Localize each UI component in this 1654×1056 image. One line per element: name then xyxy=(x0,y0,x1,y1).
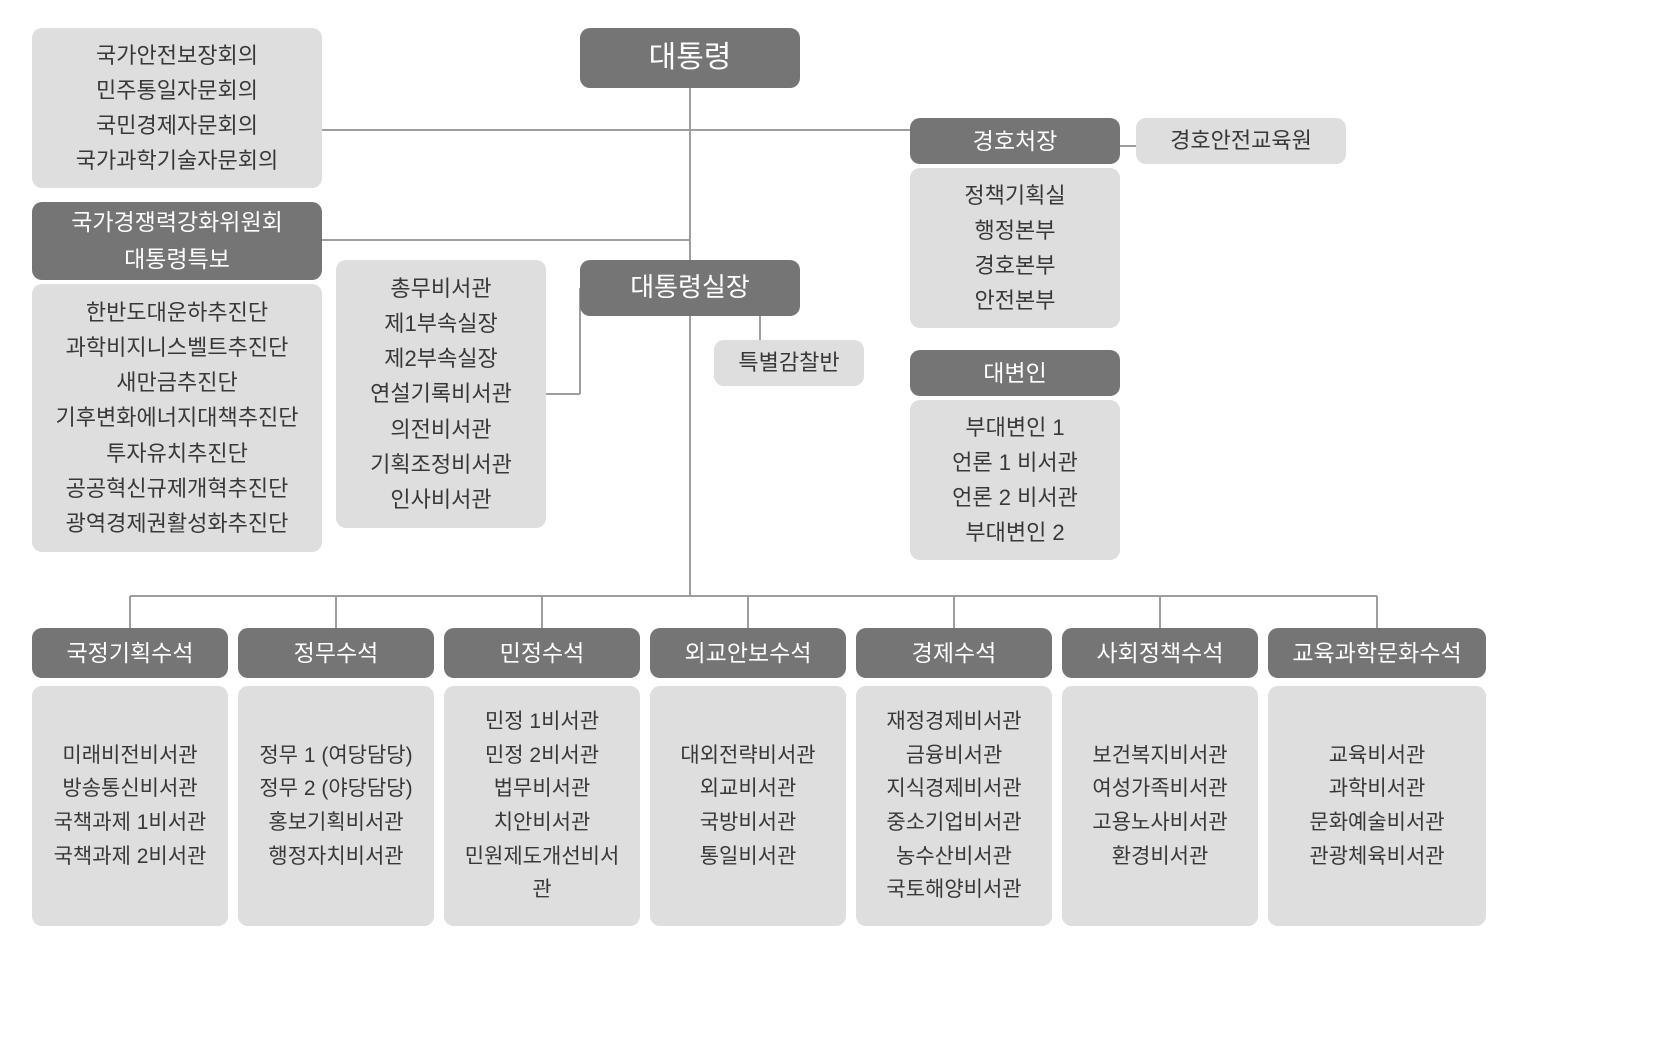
bottom-col-title: 교육과학문화수석 xyxy=(1268,628,1486,678)
list-item: 투자유치추진단 xyxy=(106,436,248,471)
list-item: 민원제도개선비서관 xyxy=(458,840,626,907)
list-item: 행정자치비서관 xyxy=(268,840,403,874)
list-item: 방송통신비서관 xyxy=(62,772,197,806)
bottom-col-title: 정무수석 xyxy=(238,628,434,678)
list-item: 새만금추진단 xyxy=(116,365,237,400)
root-label: 대통령 xyxy=(649,34,732,82)
bottom-col-list: 보건복지비서관여성가족비서관고용노사비서관환경비서관 xyxy=(1062,686,1258,926)
bottom-col-title: 민정수석 xyxy=(444,628,640,678)
list-item: 고용노사비서관 xyxy=(1092,806,1227,840)
list-item: 교육비서관 xyxy=(1329,739,1426,773)
bottom-col-list: 미래비전비서관방송통신비서관국책과제 1비서관국책과제 2비서관 xyxy=(32,686,228,926)
bottom-col-list: 교육비서관과학비서관문화예술비서관관광체육비서관 xyxy=(1268,686,1486,926)
list-item: 한반도대운하추진단 xyxy=(86,295,268,330)
list-item: 환경비서관 xyxy=(1112,840,1209,874)
bottom-col-title: 사회정책수석 xyxy=(1062,628,1258,678)
list-item: 공공혁신규제개혁추진단 xyxy=(66,471,289,506)
special-inspection-node: 특별감찰반 xyxy=(714,340,864,386)
list-item: 정무 1 (여당담당) xyxy=(259,739,412,773)
list-item: 문화예술비서관 xyxy=(1309,806,1444,840)
list-item: 과학비서관 xyxy=(1329,772,1426,806)
list-item: 치안비서관 xyxy=(494,806,591,840)
bottom-col-title: 외교안보수석 xyxy=(650,628,846,678)
list-item: 국가안전보장회의 xyxy=(96,38,258,73)
list-item: 정무 2 (야당담당) xyxy=(259,772,412,806)
list-item: 국방비서관 xyxy=(700,806,797,840)
spokesperson-title: 대변인 xyxy=(910,350,1120,396)
chief-label: 대통령실장 xyxy=(630,267,750,309)
list-item: 행정본부 xyxy=(975,213,1056,248)
list-item: 경호본부 xyxy=(975,248,1056,283)
list-item: 민정 2비서관 xyxy=(485,739,599,773)
chief-node: 대통령실장 xyxy=(580,260,800,316)
list-item: 언론 2 비서관 xyxy=(952,480,1078,515)
list-item: 농수산비서관 xyxy=(896,840,1012,874)
list-item: 언론 1 비서관 xyxy=(952,445,1078,480)
security-aux-box: 경호안전교육원 xyxy=(1136,118,1346,164)
list-item: 미래비전비서관 xyxy=(62,739,197,773)
list-item: 부대변인 1 xyxy=(965,410,1064,445)
list-item: 국가과학기술자문회의 xyxy=(76,143,278,178)
list-item: 민주통일자문회의 xyxy=(96,73,258,108)
list-item: 금융비서관 xyxy=(906,739,1003,773)
competitiveness-list: 한반도대운하추진단과학비지니스벨트추진단새만금추진단기후변화에너지대책추진단투자… xyxy=(32,284,322,552)
list-item: 통일비서관 xyxy=(700,840,797,874)
list-item: 정책기획실 xyxy=(964,178,1065,213)
secretariat-box: 총무비서관제1부속실장제2부속실장연설기록비서관의전비서관기획조정비서관인사비서… xyxy=(336,260,546,528)
list-item: 국책과제 1비서관 xyxy=(54,806,207,840)
list-item: 재정경제비서관 xyxy=(886,705,1021,739)
competitiveness-title-1: 국가경쟁력강화위원회 xyxy=(71,204,283,241)
list-item: 연설기록비서관 xyxy=(370,376,512,411)
spokesperson-list: 부대변인 1언론 1 비서관언론 2 비서관부대변인 2 xyxy=(910,400,1120,560)
list-item: 여성가족비서관 xyxy=(1092,772,1227,806)
list-item: 국책과제 2비서관 xyxy=(54,840,207,874)
list-item: 관광체육비서관 xyxy=(1309,840,1444,874)
bottom-col-title: 국정기획수석 xyxy=(32,628,228,678)
list-item: 국민경제자문회의 xyxy=(96,108,258,143)
list-item: 보건복지비서관 xyxy=(1092,739,1227,773)
list-item: 안전본부 xyxy=(975,283,1056,318)
list-item: 지식경제비서관 xyxy=(886,772,1021,806)
security-chief-title: 경호처장 xyxy=(910,118,1120,164)
list-item: 의전비서관 xyxy=(390,412,491,447)
list-item: 기후변화에너지대책추진단 xyxy=(56,400,299,435)
list-item: 부대변인 2 xyxy=(965,515,1064,550)
list-item: 총무비서관 xyxy=(390,271,491,306)
list-item: 기획조정비서관 xyxy=(370,447,512,482)
bottom-col-list: 대외전략비서관외교비서관국방비서관통일비서관 xyxy=(650,686,846,926)
list-item: 홍보기획비서관 xyxy=(268,806,403,840)
spokesperson-title-label: 대변인 xyxy=(983,355,1046,392)
list-item: 법무비서관 xyxy=(494,772,591,806)
bottom-col-title: 경제수석 xyxy=(856,628,1052,678)
security-chief-list: 정책기획실행정본부경호본부안전본부 xyxy=(910,168,1120,328)
special-inspection-label: 특별감찰반 xyxy=(738,345,839,380)
list-item: 광역경제권활성화추진단 xyxy=(66,506,289,541)
councils-box: 국가안전보장회의민주통일자문회의국민경제자문회의국가과학기술자문회의 xyxy=(32,28,322,188)
security-aux-label: 경호안전교육원 xyxy=(1170,123,1312,158)
bottom-col-list: 민정 1비서관민정 2비서관법무비서관치안비서관민원제도개선비서관 xyxy=(444,686,640,926)
list-item: 국토해양비서관 xyxy=(886,873,1021,907)
list-item: 대외전략비서관 xyxy=(680,739,815,773)
security-chief-title-label: 경호처장 xyxy=(973,123,1058,160)
competitiveness-title: 국가경쟁력강화위원회 대통령특보 xyxy=(32,202,322,280)
list-item: 인사비서관 xyxy=(390,482,491,517)
competitiveness-title-2: 대통령특보 xyxy=(124,241,230,278)
bottom-col-list: 재정경제비서관금융비서관지식경제비서관중소기업비서관농수산비서관국토해양비서관 xyxy=(856,686,1052,926)
list-item: 중소기업비서관 xyxy=(886,806,1021,840)
list-item: 제2부속실장 xyxy=(384,341,497,376)
list-item: 외교비서관 xyxy=(700,772,797,806)
list-item: 제1부속실장 xyxy=(384,306,497,341)
list-item: 과학비지니스벨트추진단 xyxy=(66,330,289,365)
bottom-col-list: 정무 1 (여당담당)정무 2 (야당담당)홍보기획비서관행정자치비서관 xyxy=(238,686,434,926)
root-node: 대통령 xyxy=(580,28,800,88)
list-item: 민정 1비서관 xyxy=(485,705,599,739)
